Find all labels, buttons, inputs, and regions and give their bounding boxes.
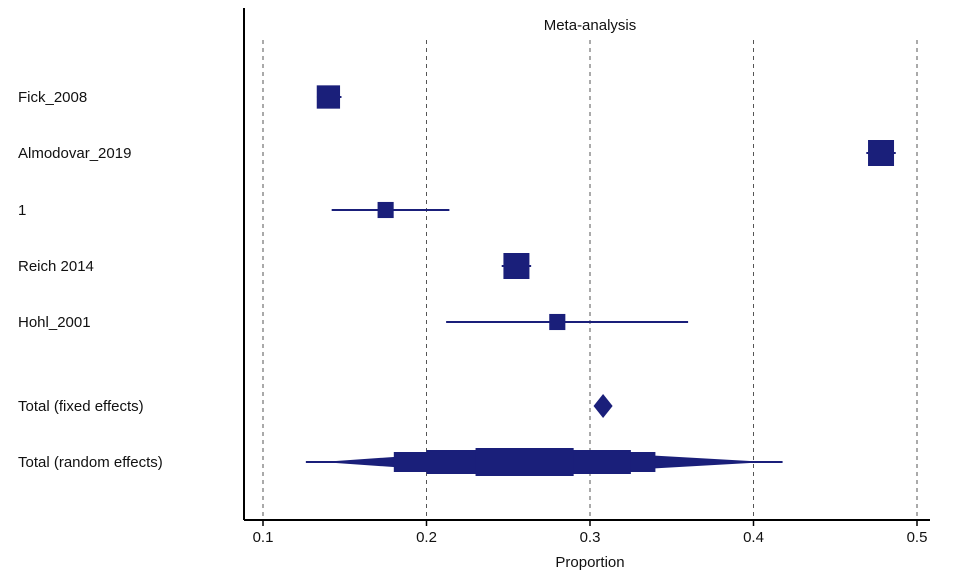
x-tick-label-0.4: 0.4 <box>743 529 764 546</box>
study-label-2: 1 <box>18 202 26 219</box>
study-label-4: Hohl_2001 <box>18 314 91 331</box>
pooled-diamond-fixed <box>593 394 613 418</box>
x-tick-label-0.5: 0.5 <box>907 529 928 546</box>
study-marker-1 <box>868 140 895 166</box>
pooled-random-band-2 <box>475 448 574 476</box>
study-marker-3 <box>503 253 530 279</box>
x-tick-label-0.1: 0.1 <box>253 529 274 546</box>
x-ticks: 0.1 0.2 0.3 0.4 0.5 <box>253 520 928 546</box>
x-tick-label-0.3: 0.3 <box>580 529 601 546</box>
study-labels: Fick_2008 Almodovar_2019 1 Reich 2014 Hohl_2… <box>18 89 163 471</box>
study-marker-4 <box>549 313 566 331</box>
study-label-0: Fick_2008 <box>18 89 87 106</box>
pooled-label-0: Total (fixed effects) <box>18 398 144 415</box>
study-marker-2 <box>377 201 394 219</box>
study-markers <box>305 85 896 476</box>
study-label-1: Almodovar_2019 <box>18 145 131 162</box>
axes <box>243 8 930 521</box>
grid-lines <box>262 40 918 520</box>
x-axis-title: Proportion <box>555 554 624 571</box>
x-tick-label-0.2: 0.2 <box>416 529 437 546</box>
study-marker-0 <box>316 85 341 109</box>
chart-title: Meta-analysis <box>544 17 637 34</box>
study-label-3: Reich 2014 <box>18 258 94 275</box>
pooled-label-1: Total (random effects) <box>18 454 163 471</box>
